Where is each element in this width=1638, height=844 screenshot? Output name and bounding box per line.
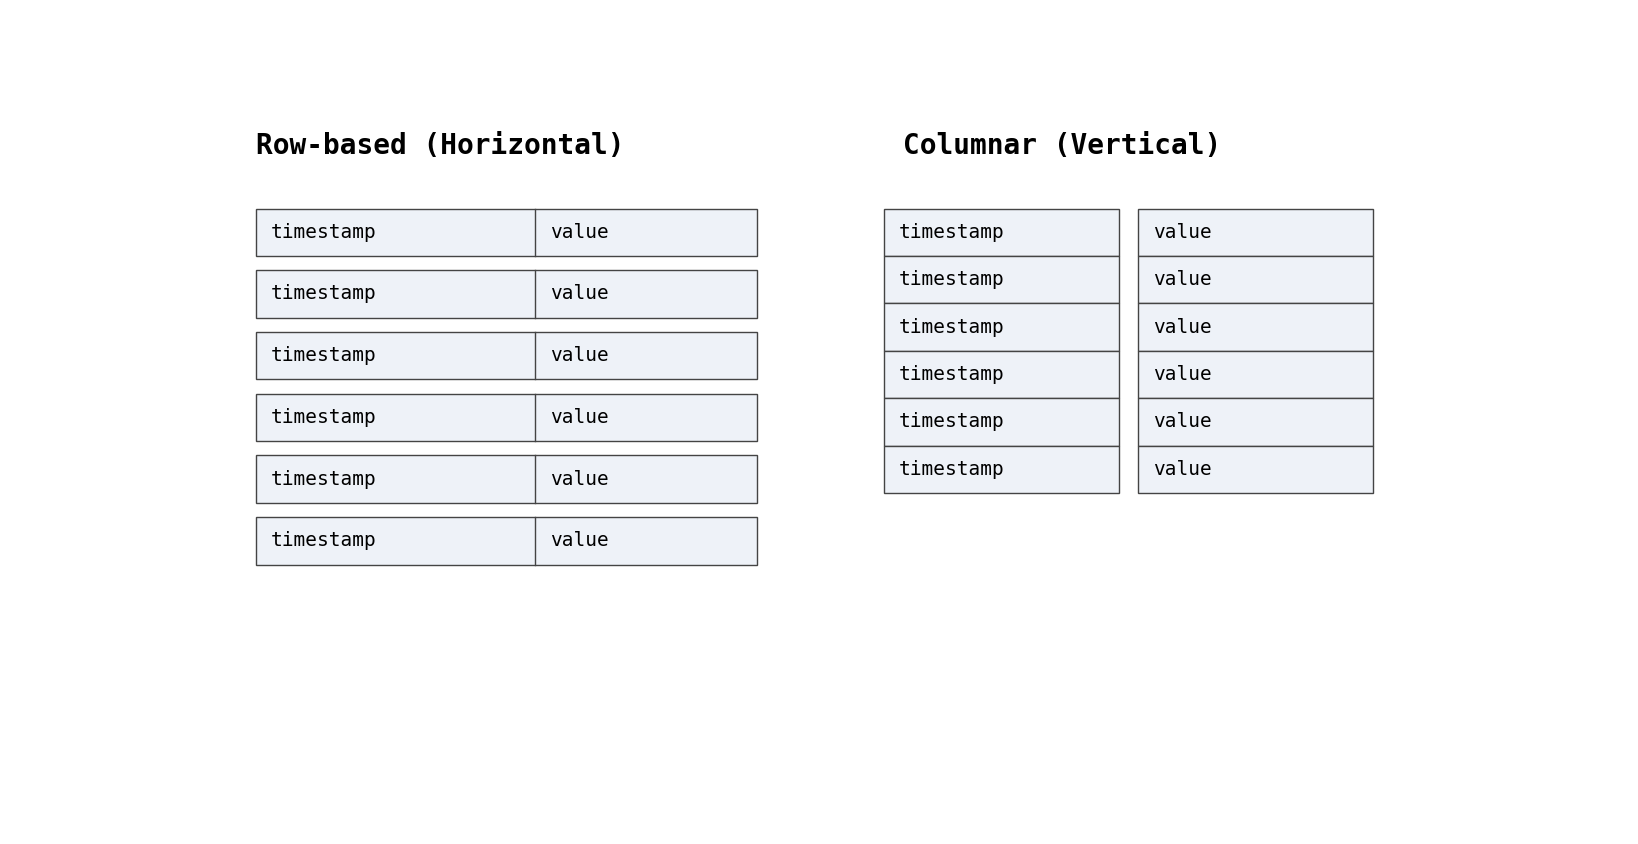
Text: value: value xyxy=(1153,365,1212,384)
Text: value: value xyxy=(1153,460,1212,479)
Bar xyxy=(885,256,1119,303)
Text: timestamp: timestamp xyxy=(270,408,377,427)
Bar xyxy=(256,393,757,441)
Text: timestamp: timestamp xyxy=(899,223,1004,241)
Bar xyxy=(256,270,757,317)
Text: value: value xyxy=(1153,223,1212,241)
Text: value: value xyxy=(1153,413,1212,431)
Text: timestamp: timestamp xyxy=(270,284,377,304)
Text: timestamp: timestamp xyxy=(270,223,377,241)
Text: timestamp: timestamp xyxy=(899,460,1004,479)
Bar xyxy=(1138,446,1373,493)
Text: timestamp: timestamp xyxy=(899,270,1004,289)
Text: Row-based (Horizontal): Row-based (Horizontal) xyxy=(256,132,624,160)
Bar xyxy=(1138,398,1373,446)
Bar xyxy=(885,208,1119,256)
Bar xyxy=(256,332,757,380)
Bar xyxy=(256,208,757,256)
Text: timestamp: timestamp xyxy=(899,413,1004,431)
Bar xyxy=(256,456,757,503)
Bar xyxy=(256,517,757,565)
Text: value: value xyxy=(550,532,609,550)
Text: value: value xyxy=(1153,270,1212,289)
Bar xyxy=(885,398,1119,446)
Text: value: value xyxy=(1153,317,1212,337)
Text: value: value xyxy=(550,408,609,427)
Bar xyxy=(1138,256,1373,303)
Bar xyxy=(885,446,1119,493)
Text: Columnar (Vertical): Columnar (Vertical) xyxy=(903,132,1222,160)
Text: timestamp: timestamp xyxy=(270,346,377,365)
Bar xyxy=(1138,303,1373,351)
Text: timestamp: timestamp xyxy=(899,317,1004,337)
Text: timestamp: timestamp xyxy=(899,365,1004,384)
Text: value: value xyxy=(550,223,609,241)
Text: value: value xyxy=(550,284,609,304)
Bar xyxy=(1138,351,1373,398)
Bar xyxy=(1138,208,1373,256)
Text: value: value xyxy=(550,469,609,489)
Text: timestamp: timestamp xyxy=(270,532,377,550)
Bar xyxy=(885,351,1119,398)
Bar xyxy=(885,303,1119,351)
Text: value: value xyxy=(550,346,609,365)
Text: timestamp: timestamp xyxy=(270,469,377,489)
